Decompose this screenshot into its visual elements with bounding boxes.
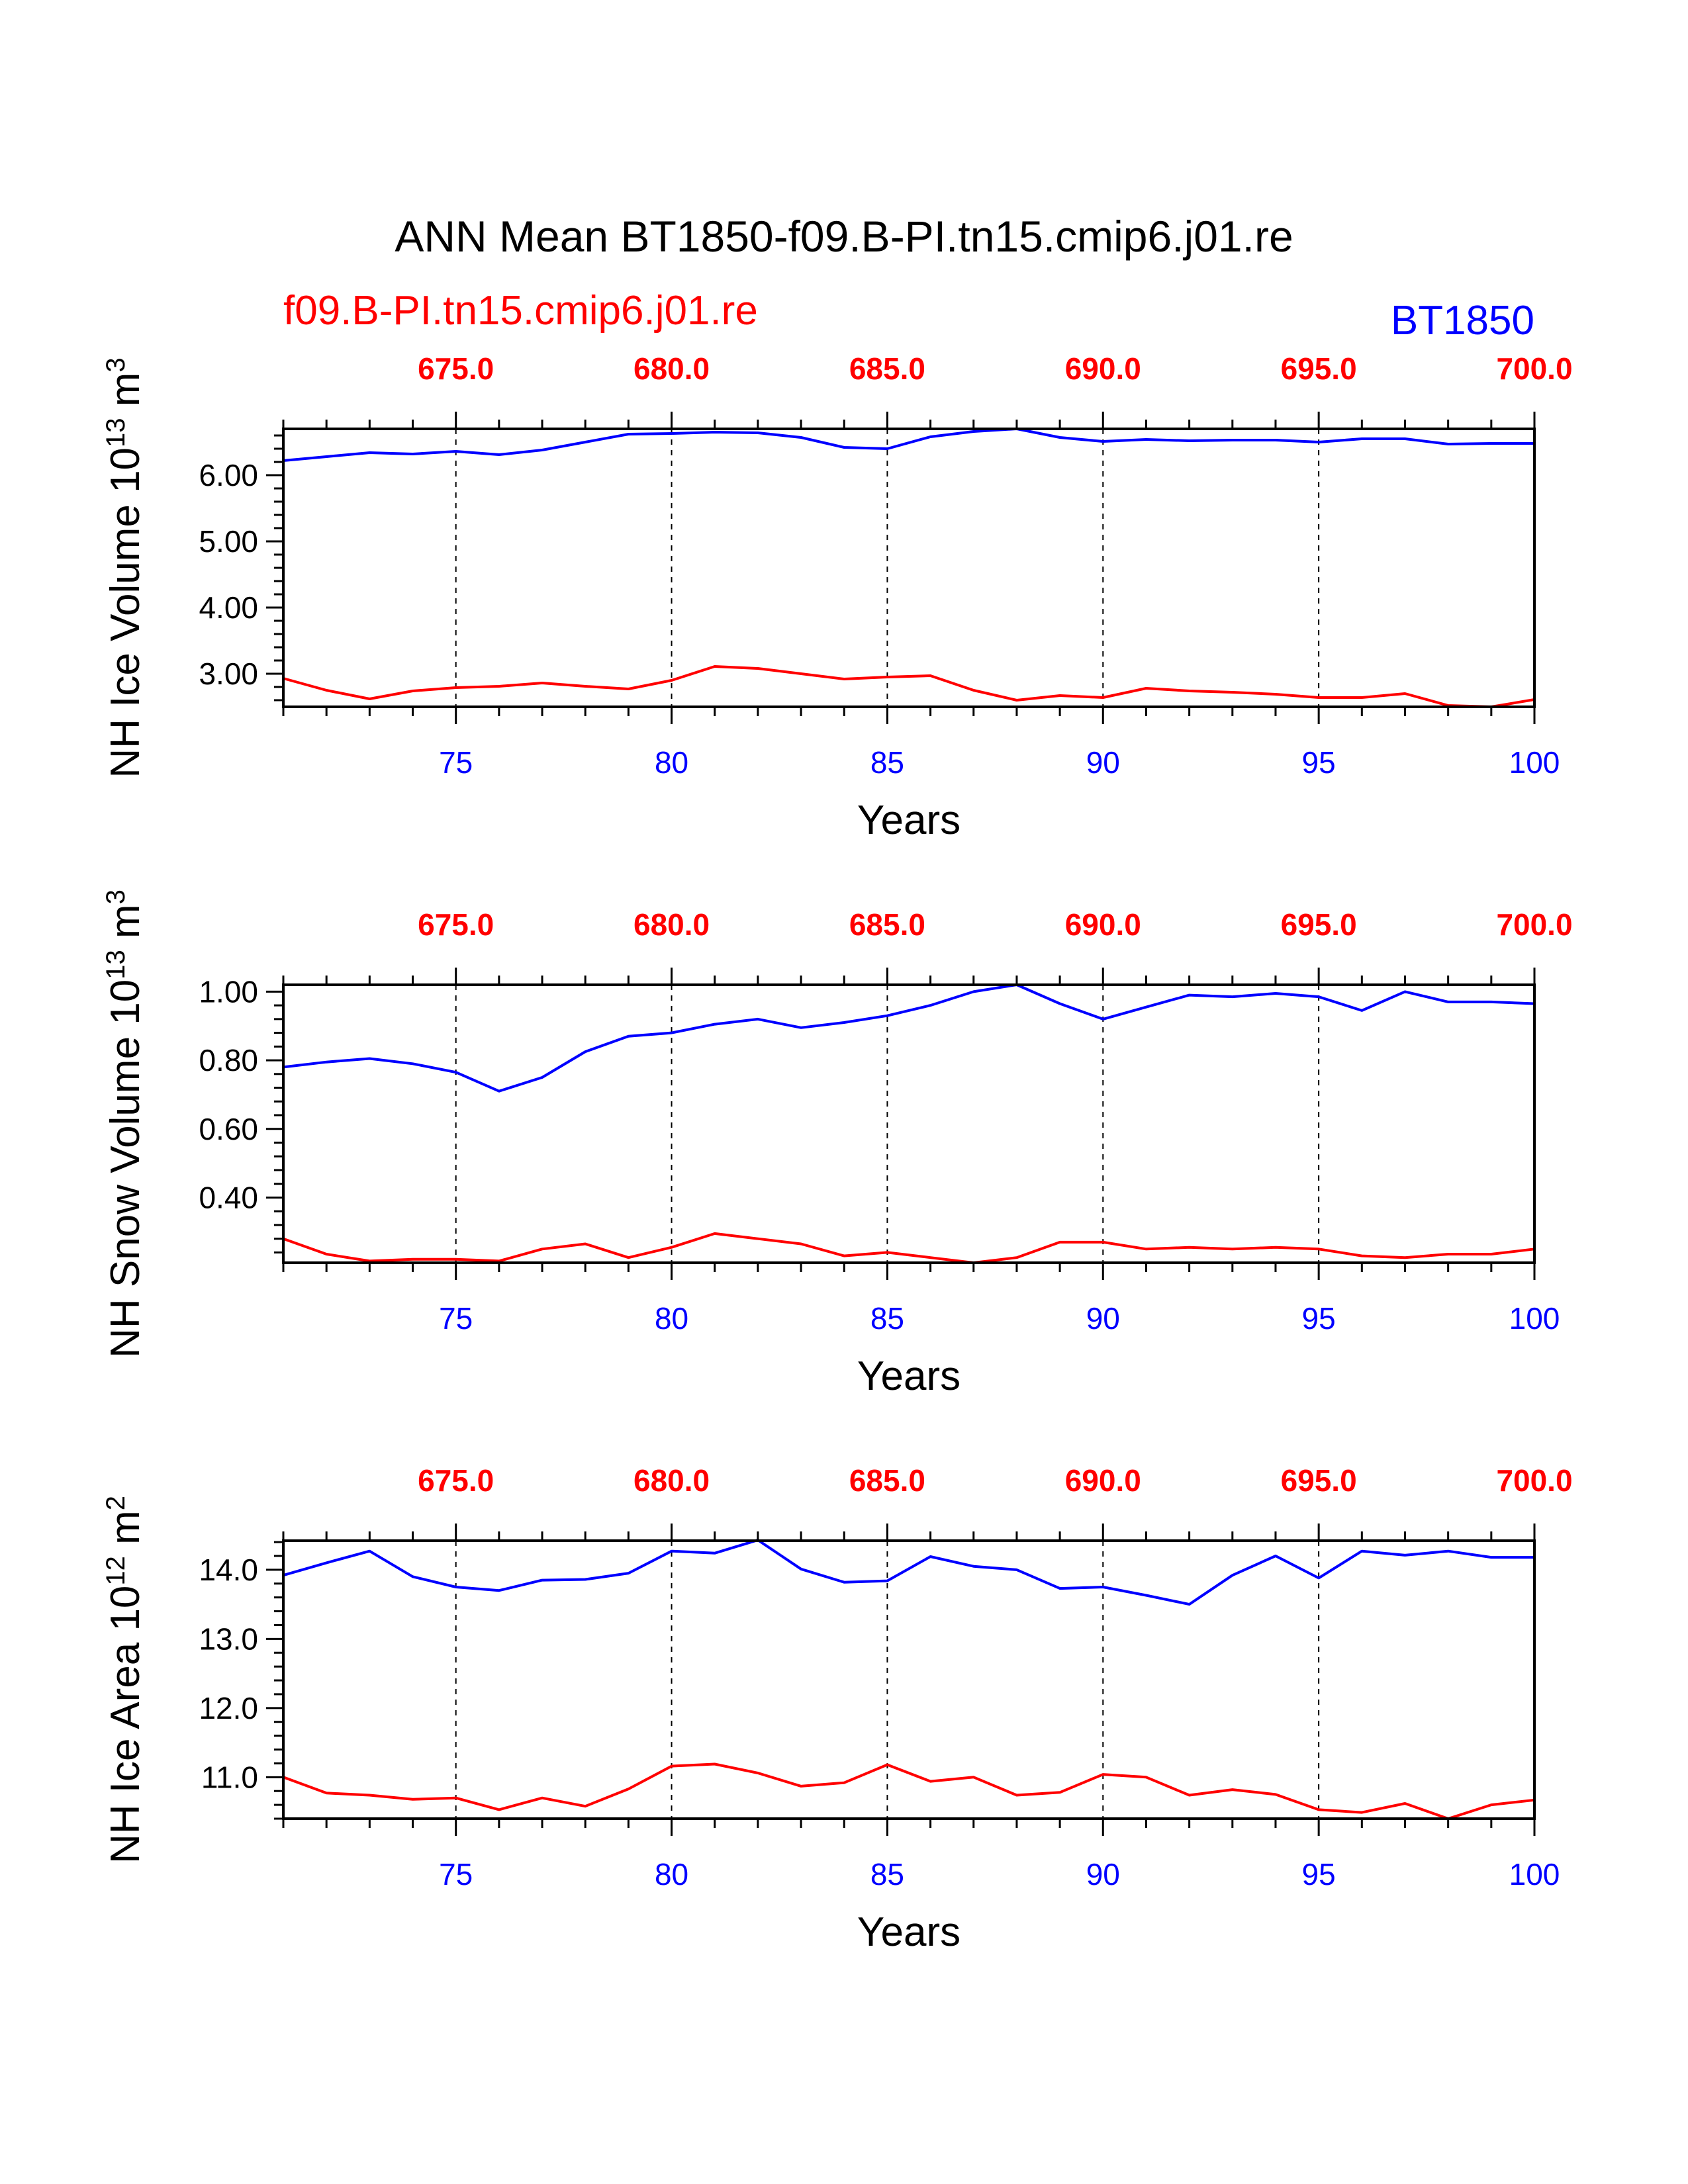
x-tick-label-bottom: 85 xyxy=(870,745,904,780)
x-tick-label-bottom: 100 xyxy=(1509,745,1560,780)
y-tick-label: 0.80 xyxy=(199,1043,258,1077)
y-axis-label: NH Snow Volume 1013 m3 xyxy=(101,889,148,1358)
x-tick-label-top: 700.0 xyxy=(1496,351,1572,386)
x-tick-label-top: 695.0 xyxy=(1281,351,1357,386)
y-axis-label-part: NH Snow Volume 10 xyxy=(103,979,148,1358)
x-tick-label-bottom: 95 xyxy=(1302,745,1336,780)
panel-snow-volume: 0.40 0.60 0.80 1.00 75 80 85 90 95 100 675.0 680.0 6… xyxy=(101,889,1573,1399)
case-label-right: BT1850 xyxy=(1391,298,1534,343)
y-axis-label-part: m xyxy=(103,904,148,950)
x-tick-label-bottom: 90 xyxy=(1086,745,1120,780)
y-tick-label: 11.0 xyxy=(201,1760,258,1794)
y-tick-label: 14.0 xyxy=(199,1553,258,1587)
x-tick-label-top: 685.0 xyxy=(849,907,925,942)
plot-frame xyxy=(282,1539,1536,1820)
x-tick-label-top: 695.0 xyxy=(1281,1463,1357,1498)
x-tick-label-top: 680.0 xyxy=(633,351,710,386)
x-tick-label-top: 675.0 xyxy=(418,1463,494,1498)
x-tick-label-bottom: 95 xyxy=(1302,1301,1336,1336)
plot-frame xyxy=(282,428,1536,708)
x-tick-label-bottom: 80 xyxy=(655,1857,688,1891)
x-tick-label-top: 675.0 xyxy=(418,351,494,386)
x-tick-label-bottom: 80 xyxy=(655,745,688,780)
y-axis-label-part: NH Ice Area 10 xyxy=(103,1586,148,1864)
x-tick-label-top: 690.0 xyxy=(1065,907,1141,942)
series-line-f09 xyxy=(283,1232,1535,1264)
x-axis-label: Years xyxy=(857,1909,961,1955)
series-line-f09 xyxy=(283,1762,1535,1820)
figure-title: ANN Mean BT1850-f09.B-PI.tn15.cmip6.j01.… xyxy=(395,212,1293,261)
y-tick-label: 4.00 xyxy=(199,590,258,625)
x-tick-label-top: 690.0 xyxy=(1065,1463,1141,1498)
series-line-bt1850 xyxy=(283,428,1534,462)
y-tick-label: 5.00 xyxy=(199,524,258,559)
x-tick-label-bottom: 75 xyxy=(439,745,473,780)
series-line-bt1850 xyxy=(283,983,1535,1093)
y-axis-label-part: 12 xyxy=(101,1556,130,1586)
x-tick-label-bottom: 90 xyxy=(1086,1301,1120,1336)
x-axis-label: Years xyxy=(857,1353,961,1399)
y-axis-label-part: m xyxy=(103,373,148,418)
x-tick-label-bottom: 85 xyxy=(870,1301,904,1336)
y-tick-label: 0.60 xyxy=(199,1112,258,1146)
x-tick-label-bottom: 75 xyxy=(439,1857,473,1891)
y-axis-label-part: 3 xyxy=(101,357,130,372)
x-tick-label-bottom: 100 xyxy=(1509,1857,1560,1891)
x-tick-label-top: 680.0 xyxy=(633,907,710,942)
y-tick-label: 6.00 xyxy=(199,458,258,492)
x-tick-label-top: 685.0 xyxy=(849,1463,925,1498)
x-tick-label-bottom: 80 xyxy=(655,1301,688,1336)
x-tick-label-top: 695.0 xyxy=(1281,907,1357,942)
case-label-left: f09.B-PI.tn15.cmip6.j01.re xyxy=(283,288,758,334)
x-tick-label-bottom: 85 xyxy=(870,1857,904,1891)
y-axis-label-part: 2 xyxy=(101,1496,130,1510)
y-tick-label: 1.00 xyxy=(199,974,258,1009)
panel-ice-volume: 3.00 4.00 5.00 6.00 75 80 85 90 95 100 675.0 680.0 6… xyxy=(101,351,1573,843)
x-tick-label-bottom: 95 xyxy=(1302,1857,1336,1891)
y-axis-label-part: NH Ice Volume 10 xyxy=(103,447,148,778)
y-tick-label: 0.40 xyxy=(199,1180,258,1214)
series-line-f09 xyxy=(283,665,1535,708)
x-tick-label-top: 675.0 xyxy=(418,907,494,942)
x-tick-label-bottom: 100 xyxy=(1509,1301,1560,1336)
y-axis-label-part: 3 xyxy=(101,889,130,904)
x-tick-label-top: 680.0 xyxy=(633,1463,710,1498)
series-line-bt1850 xyxy=(283,1539,1534,1606)
x-tick-label-top: 685.0 xyxy=(849,351,925,386)
x-tick-label-bottom: 75 xyxy=(439,1301,473,1336)
y-axis-label-part: m xyxy=(103,1510,148,1556)
x-tick-label-top: 700.0 xyxy=(1496,1463,1572,1498)
x-tick-label-top: 690.0 xyxy=(1065,351,1141,386)
x-tick-label-bottom: 90 xyxy=(1086,1857,1120,1891)
panel-ice-area: 11.0 12.0 13.0 14.0 75 80 85 90 95 100 675.0 680.0 6… xyxy=(101,1463,1573,1955)
y-tick-label: 13.0 xyxy=(199,1621,258,1656)
y-axis-label-part: 13 xyxy=(101,950,130,979)
y-axis-label: NH Ice Volume 1013 m3 xyxy=(101,357,148,778)
x-axis-label: Years xyxy=(857,797,961,843)
y-axis-label-part: 13 xyxy=(101,418,130,447)
y-tick-label: 3.00 xyxy=(199,657,258,691)
x-tick-label-top: 700.0 xyxy=(1496,907,1572,942)
plot-frame xyxy=(282,983,1536,1264)
y-axis-label: NH Ice Area 1012 m2 xyxy=(101,1496,148,1864)
y-tick-label: 12.0 xyxy=(199,1691,258,1725)
